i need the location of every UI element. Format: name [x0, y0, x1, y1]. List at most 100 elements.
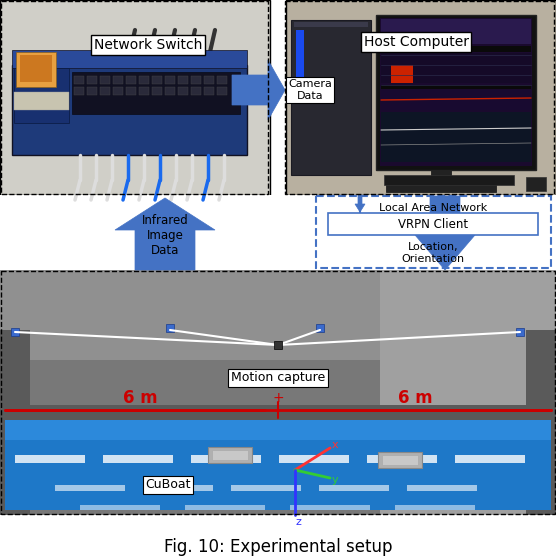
Point — [517, 329, 523, 335]
Point — [275, 415, 281, 421]
Point — [88, 196, 95, 203]
Polygon shape — [407, 485, 477, 491]
Line: 2 pts: 2 pts — [210, 30, 215, 52]
Point — [216, 196, 222, 203]
Point — [173, 152, 180, 158]
Point — [528, 52, 534, 59]
Polygon shape — [395, 505, 475, 510]
Point — [167, 49, 173, 55]
Line: 2 pts: 2 pts — [130, 30, 135, 52]
Line: 2 pts: 2 pts — [170, 330, 278, 345]
Line: 2 pts: 2 pts — [123, 180, 128, 200]
Polygon shape — [12, 50, 247, 68]
Text: 6 m: 6 m — [398, 389, 433, 407]
Polygon shape — [74, 76, 84, 84]
Polygon shape — [165, 76, 175, 84]
Polygon shape — [204, 87, 214, 95]
Polygon shape — [381, 53, 531, 83]
Polygon shape — [204, 76, 214, 84]
Line: 2 pts: 2 pts — [295, 448, 330, 470]
Line: 2 pts: 2 pts — [381, 128, 531, 130]
Point — [528, 124, 534, 131]
Text: Location,
Orientation: Location, Orientation — [401, 242, 465, 264]
Polygon shape — [14, 92, 69, 110]
Point — [187, 49, 193, 55]
Point — [141, 177, 147, 184]
Point — [275, 341, 281, 348]
Point — [200, 196, 206, 203]
Point — [378, 81, 384, 88]
Point — [378, 97, 384, 103]
Text: Fig. 10: Experimental setup: Fig. 10: Experimental setup — [164, 538, 392, 556]
Polygon shape — [0, 405, 556, 423]
Point — [152, 27, 158, 33]
Point — [173, 177, 180, 184]
Polygon shape — [87, 76, 97, 84]
Point — [127, 49, 133, 55]
Polygon shape — [191, 87, 201, 95]
Line: 2 pts: 2 pts — [187, 180, 192, 200]
Point — [205, 177, 211, 184]
Text: Local Area Network: Local Area Network — [379, 203, 487, 213]
Polygon shape — [87, 87, 97, 95]
Point — [125, 152, 131, 158]
Point — [136, 196, 142, 203]
Text: +: + — [272, 391, 284, 405]
Line: 2 pts: 2 pts — [155, 180, 160, 200]
Line: 2 pts: 2 pts — [381, 143, 531, 145]
Line: 2 pts: 2 pts — [15, 332, 278, 345]
Polygon shape — [516, 328, 524, 336]
Polygon shape — [55, 485, 125, 491]
Point — [221, 152, 227, 158]
Polygon shape — [113, 87, 123, 95]
Point — [125, 177, 131, 184]
Polygon shape — [382, 455, 418, 465]
Polygon shape — [455, 455, 525, 463]
Point — [275, 341, 281, 348]
Point — [192, 27, 198, 33]
Point — [120, 196, 126, 203]
Point — [205, 152, 211, 158]
Polygon shape — [139, 87, 149, 95]
Polygon shape — [5, 420, 551, 510]
Point — [188, 152, 195, 158]
Point — [172, 27, 178, 33]
Point — [317, 326, 324, 333]
Point — [147, 49, 153, 55]
Polygon shape — [0, 270, 556, 360]
Polygon shape — [378, 452, 422, 468]
Line: 2 pts: 2 pts — [75, 180, 80, 200]
Polygon shape — [152, 87, 162, 95]
Point — [292, 512, 299, 518]
Polygon shape — [14, 68, 69, 123]
Text: Infrared
Image
Data: Infrared Image Data — [142, 214, 188, 257]
Polygon shape — [126, 87, 136, 95]
Point — [12, 329, 18, 335]
Polygon shape — [178, 87, 188, 95]
Point — [327, 475, 334, 482]
Point — [287, 407, 294, 413]
Polygon shape — [15, 455, 85, 463]
Point — [2, 407, 8, 413]
Point — [378, 52, 384, 59]
Point — [157, 177, 163, 184]
Point — [275, 341, 281, 348]
Polygon shape — [355, 195, 365, 212]
Polygon shape — [166, 324, 174, 332]
Polygon shape — [20, 55, 52, 82]
Polygon shape — [391, 65, 413, 83]
Point — [72, 196, 78, 203]
Line: 2 pts: 2 pts — [219, 180, 224, 200]
Point — [125, 177, 131, 184]
Point — [188, 177, 195, 184]
Polygon shape — [0, 270, 556, 515]
Polygon shape — [291, 20, 371, 175]
Point — [93, 177, 100, 184]
Polygon shape — [384, 175, 514, 185]
Point — [528, 71, 534, 78]
Point — [548, 407, 554, 413]
Polygon shape — [0, 195, 556, 270]
Point — [93, 152, 100, 158]
Polygon shape — [72, 72, 240, 114]
Point — [292, 466, 299, 473]
